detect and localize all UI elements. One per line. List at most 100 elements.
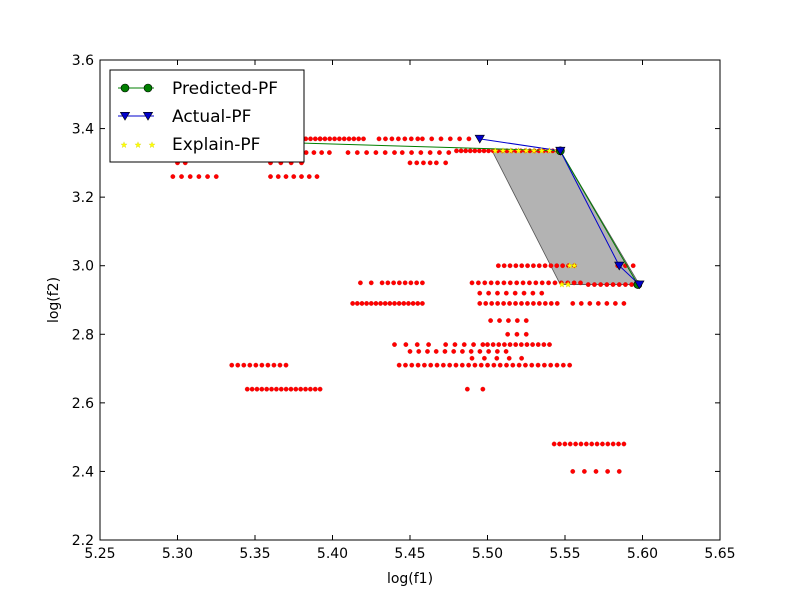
- scatter-point: [513, 301, 518, 306]
- legend-marker: [119, 112, 131, 121]
- scatter-point: [415, 362, 421, 368]
- scatter-point: [531, 263, 536, 269]
- scatter-point: [422, 362, 427, 368]
- scatter-point: [408, 136, 414, 142]
- scatter-point: [548, 301, 554, 306]
- scatter-point: [616, 441, 621, 447]
- scatter-point: [554, 301, 560, 306]
- scatter-point: [629, 282, 635, 287]
- x-tick-label: 5.35: [239, 546, 270, 562]
- scatter-point: [446, 150, 452, 155]
- scatter-point: [454, 148, 459, 154]
- scatter-point: [510, 362, 516, 368]
- scatter-point: [387, 301, 393, 306]
- legend: Predicted-PF Actual-PF Explain-PF: [109, 69, 305, 163]
- scatter-point: [477, 301, 483, 306]
- scatter-point: [570, 469, 576, 474]
- scatter-point: [488, 280, 494, 286]
- scatter-point: [426, 342, 431, 347]
- scatter-point: [488, 318, 493, 323]
- y-tick-label: 2.4: [72, 464, 94, 480]
- scatter-point: [403, 342, 409, 347]
- scatter-point: [382, 150, 388, 155]
- scatter-point: [477, 290, 483, 296]
- scatter-point: [397, 280, 402, 286]
- scatter-point: [525, 263, 530, 269]
- scatter-point: [414, 160, 420, 166]
- scatter-point: [486, 349, 491, 354]
- explain-pf-marker: [499, 147, 507, 154]
- scatter-point: [468, 349, 474, 354]
- scatter-point: [483, 301, 489, 306]
- scatter-point: [396, 362, 402, 368]
- scatter-point: [314, 174, 320, 179]
- scatter-point: [524, 342, 530, 347]
- scatter-point: [443, 342, 448, 347]
- y-tick-label: 3.0: [72, 259, 94, 275]
- scatter-point: [235, 362, 241, 368]
- scatter-point: [519, 263, 525, 269]
- scatter-point: [495, 301, 500, 306]
- scatter-point: [247, 362, 253, 368]
- scatter-point: [585, 282, 591, 287]
- scatter-point: [259, 386, 265, 392]
- scatter-point: [621, 301, 627, 306]
- explain-pf-marker: [538, 147, 546, 154]
- scatter-point: [489, 301, 495, 306]
- scatter-point: [472, 148, 478, 154]
- scatter-point: [507, 301, 512, 306]
- scatter-point: [364, 150, 369, 155]
- scatter-point: [546, 280, 551, 286]
- scatter-point: [485, 342, 490, 347]
- scatter-point: [539, 290, 545, 296]
- scatter-point: [249, 386, 255, 392]
- scatter-point: [507, 263, 513, 269]
- scatter-point: [278, 386, 284, 392]
- scatter-point: [345, 150, 351, 155]
- scatter-point: [414, 280, 419, 286]
- scatter-point: [583, 441, 589, 447]
- scatter-point: [288, 386, 294, 392]
- scatter-point: [604, 301, 610, 306]
- scatter-point: [361, 136, 366, 142]
- scatter-point: [554, 263, 560, 269]
- scatter-point: [187, 174, 193, 179]
- scatter-point: [438, 136, 444, 142]
- explain-pf-marker: [530, 147, 538, 154]
- scatter-point: [519, 355, 524, 361]
- scatter-point: [567, 362, 573, 368]
- scatter-point: [514, 280, 520, 286]
- scatter-point: [421, 160, 426, 166]
- scatter-point: [497, 318, 502, 323]
- x-tick-label: 5.25: [84, 546, 115, 562]
- scatter-point: [368, 280, 374, 286]
- scatter-point: [578, 441, 584, 447]
- legend-label: Actual-PF: [172, 107, 251, 127]
- scatter-point: [268, 174, 273, 179]
- scatter-point: [506, 318, 511, 323]
- scatter-point: [460, 349, 465, 354]
- scatter-point: [364, 301, 369, 306]
- scatter-point: [271, 362, 277, 368]
- y-axis-label: log(f2): [46, 277, 62, 323]
- scatter-point: [205, 174, 210, 179]
- x-axis-label: log(f1): [387, 571, 433, 587]
- scatter-point: [548, 263, 554, 269]
- x-tick-label: 5.45: [394, 546, 425, 562]
- scatter-point: [589, 441, 595, 447]
- scatter-point: [409, 150, 414, 155]
- scatter-point: [467, 148, 473, 154]
- scatter-point: [613, 301, 618, 306]
- scatter-point: [477, 148, 482, 154]
- explain-pf-marker: [558, 280, 566, 288]
- explain-pf-marker: [491, 147, 499, 154]
- actual-pf-marker: [555, 146, 566, 156]
- scatter-point: [337, 136, 342, 142]
- scatter-point: [578, 301, 584, 306]
- scatter-point: [447, 136, 453, 142]
- scatter-point: [481, 148, 487, 154]
- scatter-point: [308, 136, 313, 142]
- scatter-point: [378, 301, 383, 306]
- scatter-point: [519, 301, 524, 306]
